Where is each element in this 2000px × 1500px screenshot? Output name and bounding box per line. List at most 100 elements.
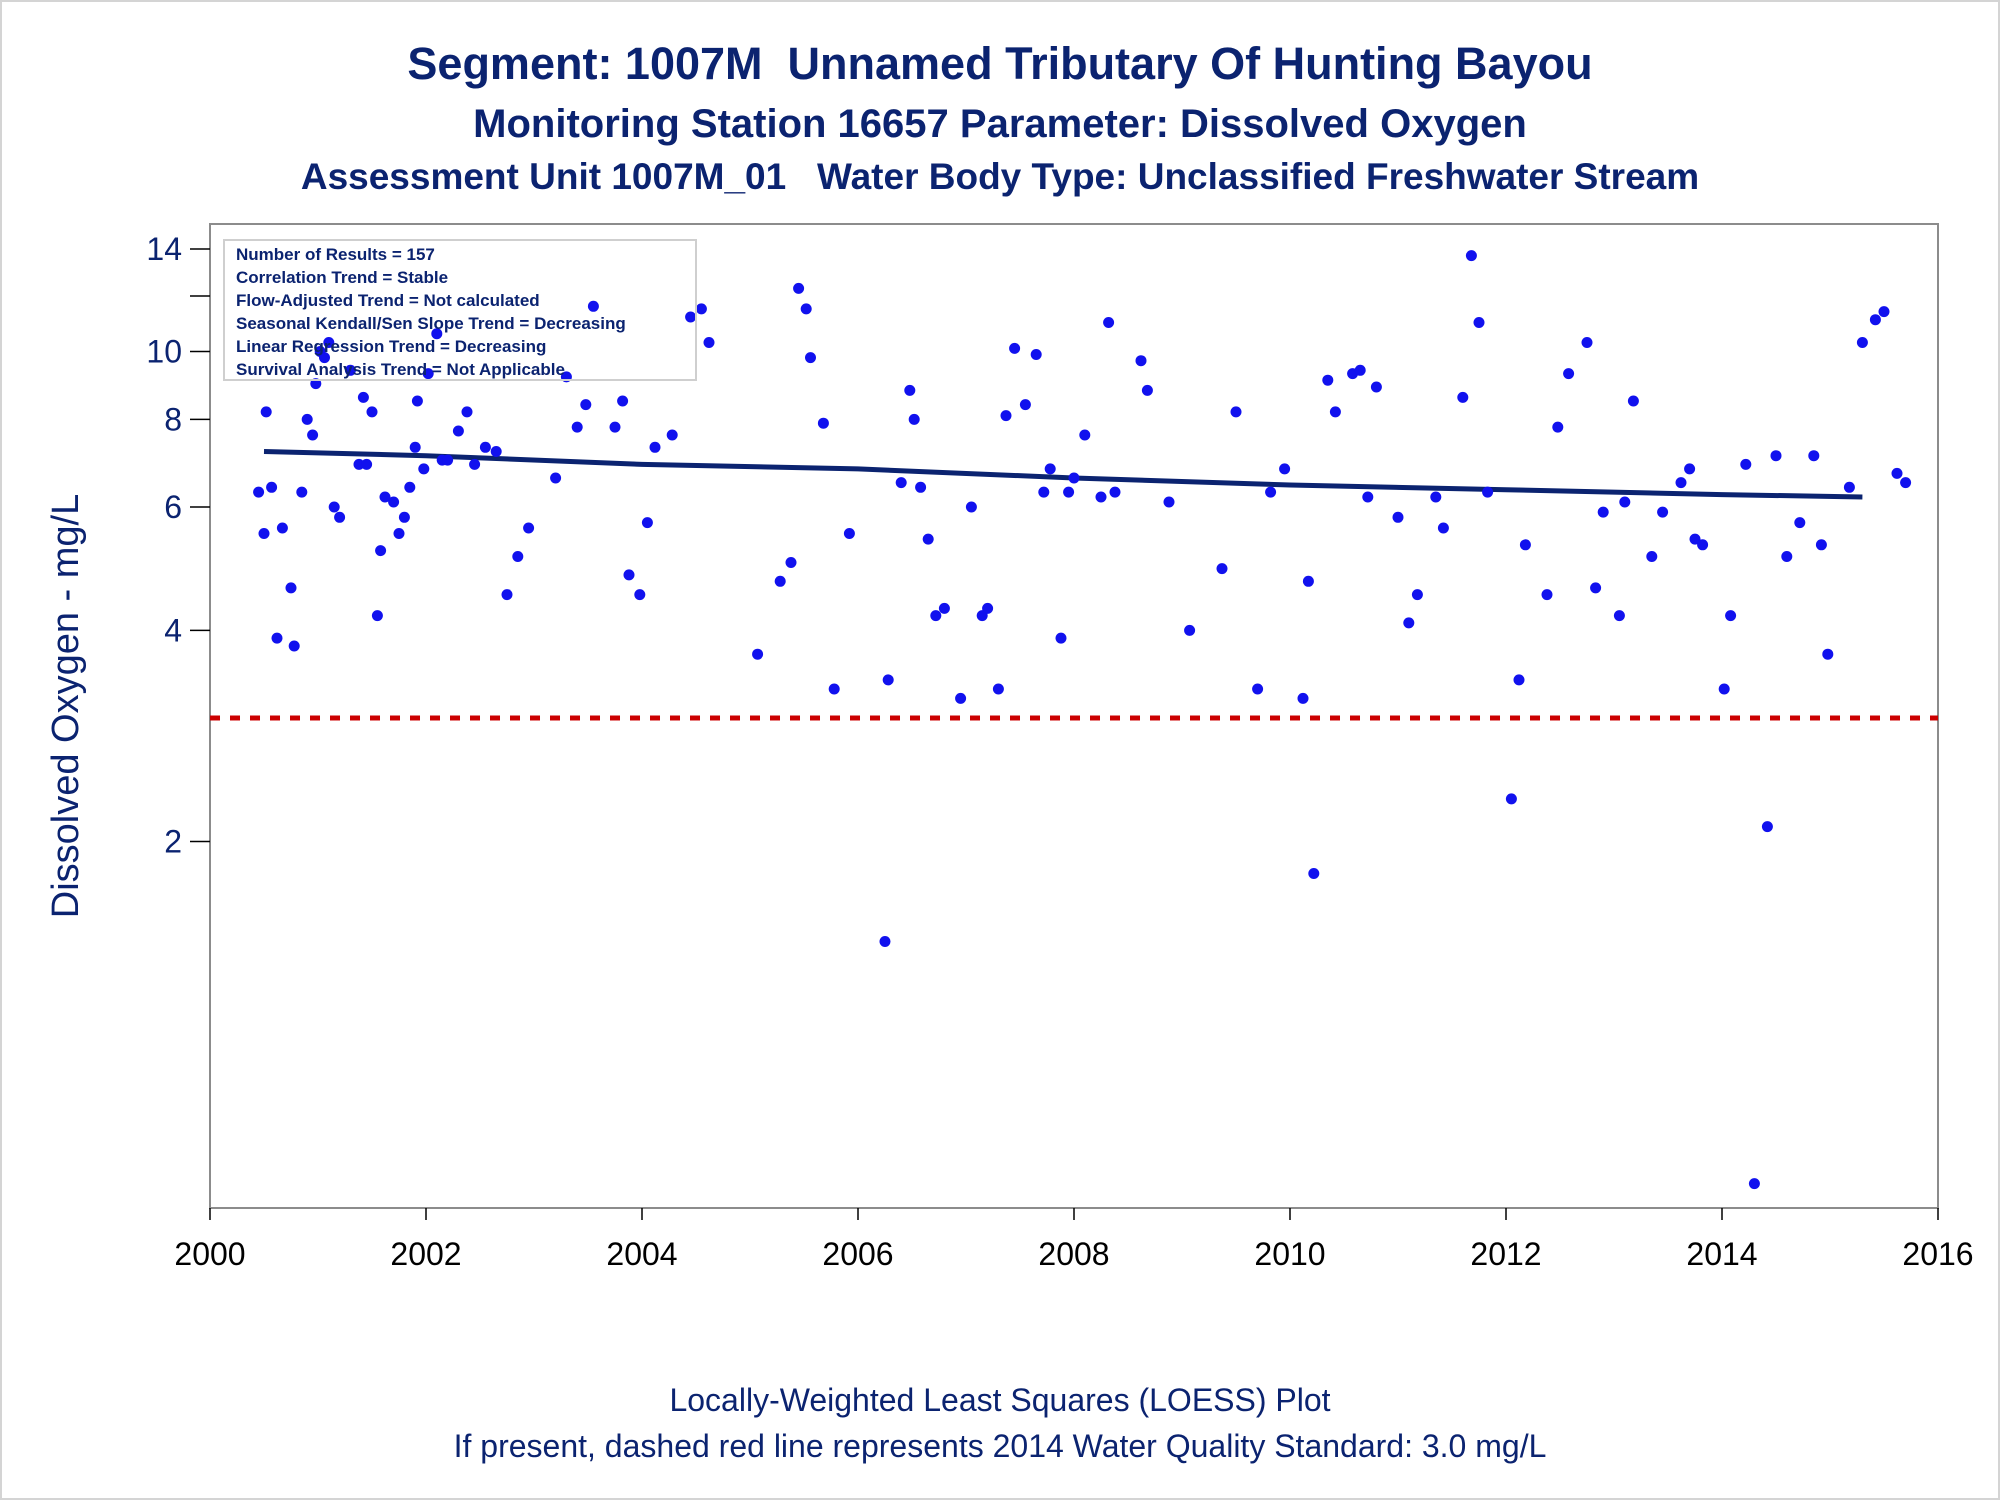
data-point	[1473, 317, 1485, 328]
data-point	[828, 683, 840, 695]
data-point	[1891, 467, 1903, 479]
data-point	[361, 458, 373, 470]
data-point	[266, 481, 278, 493]
stats-line: Seasonal Kendall/Sen Slope Trend = Decre…	[236, 314, 626, 333]
data-point	[1216, 563, 1228, 575]
data-point	[666, 429, 678, 441]
data-point	[1308, 868, 1320, 879]
x-tick-label: 2012	[1470, 1236, 1541, 1272]
data-point	[1761, 821, 1773, 833]
data-point	[1675, 477, 1687, 489]
data-point	[442, 454, 454, 466]
y-axis-label: Dissolved Oxygen - mg/L	[45, 494, 87, 919]
data-point	[375, 545, 387, 557]
data-point	[1581, 337, 1593, 348]
data-point	[1541, 589, 1553, 601]
loess-line	[263, 449, 1863, 500]
data-point	[353, 458, 365, 470]
data-point	[587, 300, 599, 312]
data-point	[1794, 517, 1806, 529]
chart-subtitle: Monitoring Station 16657 Parameter: Diss…	[473, 102, 1527, 146]
data-point	[895, 477, 907, 489]
data-point	[1457, 391, 1469, 403]
data-point	[409, 441, 421, 453]
y-tick-label: 8	[164, 401, 182, 437]
data-point	[1044, 463, 1056, 475]
data-point	[1725, 610, 1737, 622]
data-point	[1019, 399, 1031, 411]
data-point	[501, 589, 513, 601]
data-point	[1482, 486, 1494, 498]
data-point	[461, 406, 473, 418]
data-point	[904, 384, 916, 396]
data-point	[1411, 589, 1423, 601]
data-point	[1302, 575, 1314, 587]
y-tick-label: 14	[146, 231, 182, 267]
data-point	[344, 364, 356, 376]
data-point	[1370, 381, 1382, 393]
data-point	[271, 632, 283, 644]
data-point	[1297, 692, 1309, 704]
data-point	[1505, 793, 1517, 805]
data-point	[1597, 506, 1609, 518]
y-tick-label: 6	[164, 489, 182, 525]
data-point	[1430, 491, 1442, 503]
data-point	[1279, 463, 1291, 475]
plot-area: 2 4 6 8 10 14 2000 2002 2004 2006 2008 2010 2012 2014…	[45, 223, 1974, 1272]
data-point	[1009, 342, 1021, 354]
data-point	[800, 303, 812, 315]
data-point	[1590, 582, 1602, 594]
data-point	[1869, 314, 1881, 326]
data-point	[1718, 683, 1730, 695]
data-point	[1322, 374, 1334, 386]
stats-line: Flow-Adjusted Trend = Not calculated	[236, 291, 540, 310]
data-point	[1392, 511, 1404, 523]
data-point	[817, 417, 829, 429]
x-tick-label: 2016	[1902, 1236, 1973, 1272]
data-point	[982, 602, 994, 614]
data-point	[955, 692, 967, 704]
x-tick-label: 2014	[1686, 1236, 1757, 1272]
data-point	[685, 311, 697, 323]
data-point	[1627, 395, 1639, 407]
data-point	[1063, 486, 1075, 498]
data-point	[641, 517, 653, 529]
footnote-loess: Locally-Weighted Least Squares (LOESS) P…	[669, 1382, 1331, 1418]
data-point	[1038, 486, 1050, 498]
data-point	[1265, 486, 1277, 498]
y-tick-label: 10	[146, 333, 182, 369]
data-point	[1878, 306, 1890, 318]
data-point	[328, 501, 340, 513]
data-point	[1000, 410, 1012, 422]
data-point	[334, 511, 346, 523]
data-point	[1843, 481, 1855, 493]
data-point	[649, 441, 661, 453]
data-point	[1055, 632, 1067, 644]
data-point	[431, 328, 443, 340]
data-point	[288, 640, 300, 652]
data-point	[879, 936, 891, 947]
data-point	[922, 533, 934, 545]
data-point	[1684, 463, 1696, 475]
y-tick-label: 2	[164, 823, 182, 859]
data-point	[793, 282, 805, 294]
data-point	[301, 413, 313, 425]
stats-box	[223, 239, 697, 381]
data-point	[411, 395, 423, 407]
data-point	[1657, 506, 1669, 518]
data-point	[276, 522, 288, 534]
stats-line: Number of Results = 157	[236, 245, 435, 264]
data-point	[1252, 683, 1264, 695]
data-point	[1689, 533, 1701, 545]
x-tick-label: 2010	[1254, 1236, 1325, 1272]
data-point	[1697, 539, 1709, 551]
data-point	[1437, 522, 1449, 534]
data-point	[260, 406, 272, 418]
data-point	[550, 472, 562, 484]
data-point	[965, 501, 977, 513]
data-point	[452, 425, 464, 437]
data-point	[1748, 1178, 1760, 1190]
data-point	[1109, 486, 1121, 498]
x-tick-label: 2002	[390, 1236, 461, 1272]
x-tick-label: 2008	[1038, 1236, 1109, 1272]
